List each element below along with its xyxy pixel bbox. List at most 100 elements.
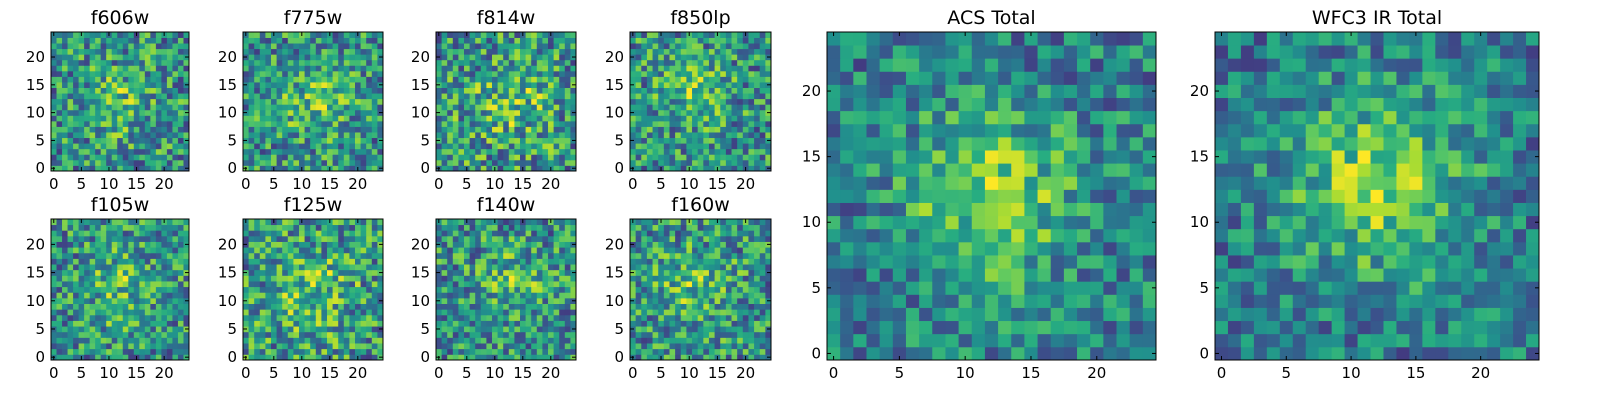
heatmap-cell	[106, 70, 113, 77]
heatmap-cell	[117, 247, 124, 254]
heatmap-cell	[469, 235, 476, 242]
heatmap-cell	[321, 143, 328, 150]
heatmap-cell	[708, 48, 715, 55]
heatmap-cell	[95, 309, 102, 316]
heatmap-cell	[73, 37, 79, 44]
heatmap-cell	[536, 132, 543, 139]
heatmap-cell	[475, 331, 482, 338]
heatmap-cell	[332, 235, 339, 242]
heatmap-cell	[271, 154, 277, 161]
heatmap-cell	[458, 331, 465, 338]
heatmap-cell	[635, 275, 642, 282]
axes-frame	[629, 31, 772, 172]
heatmap-cell	[355, 326, 361, 333]
heatmap-cell	[172, 247, 179, 254]
heatmap-cell	[559, 281, 566, 288]
heatmap-cell	[531, 43, 538, 50]
heatmap-cell	[652, 32, 659, 38]
heatmap-cell	[271, 348, 277, 355]
heatmap-cell	[51, 314, 57, 321]
heatmap-cell	[117, 82, 124, 88]
heatmap-cell	[503, 343, 510, 350]
heatmap-cell	[150, 309, 157, 316]
heatmap-cell	[343, 104, 350, 111]
heatmap-cell	[84, 230, 91, 237]
heatmap-cell	[338, 230, 345, 237]
heatmap-cell	[641, 159, 648, 166]
heatmap-cell	[166, 337, 173, 344]
heatmap-cell	[458, 65, 465, 72]
heatmap-cell	[155, 43, 162, 50]
y-tick-label: 5	[35, 320, 45, 338]
heatmap-cell	[525, 281, 532, 288]
heatmap-cell	[759, 65, 766, 72]
heatmap-cell	[62, 37, 68, 44]
heatmap-cell	[635, 59, 642, 66]
heatmap-cell	[669, 93, 676, 100]
heatmap-cell	[754, 98, 761, 105]
heatmap-cell	[658, 348, 665, 355]
heatmap-cell	[243, 224, 249, 231]
heatmap-cell	[89, 143, 96, 150]
heatmap-cell	[765, 32, 772, 38]
heatmap-cell	[646, 115, 653, 122]
heatmap-cell	[703, 70, 710, 77]
heatmap-cell	[248, 59, 255, 66]
heatmap-cell	[117, 98, 124, 105]
heatmap-cell	[742, 126, 749, 133]
heatmap-cell	[492, 241, 498, 248]
heatmap-cell	[56, 252, 63, 259]
heatmap-cell	[492, 126, 498, 133]
heatmap-cell	[133, 137, 140, 144]
heatmap-cell	[287, 258, 294, 265]
heatmap-cell	[150, 354, 157, 361]
heatmap-cell	[754, 43, 761, 50]
heatmap-cell	[559, 54, 566, 61]
heatmap-cell	[658, 93, 665, 100]
heatmap-cell	[697, 93, 704, 100]
heatmap-cell	[265, 230, 272, 237]
heatmap-cell	[122, 219, 129, 226]
heatmap-cell	[497, 65, 504, 72]
heatmap-cell	[559, 104, 566, 111]
heatmap-cell	[166, 303, 173, 310]
heatmap-cell	[680, 297, 687, 304]
heatmap-cell	[287, 326, 294, 333]
heatmap-cell	[343, 148, 350, 155]
heatmap-cell	[371, 275, 378, 282]
heatmap-cell	[658, 281, 665, 288]
heatmap-cell	[658, 343, 665, 350]
heatmap-cell	[542, 104, 549, 111]
x-tick-label: 15	[127, 364, 146, 382]
y-tick-label: 0	[614, 159, 624, 177]
heatmap-cell	[559, 109, 566, 116]
heatmap-cell	[343, 120, 350, 127]
heatmap-cell	[371, 224, 378, 231]
heatmap-cell	[480, 87, 487, 94]
heatmap-cell	[304, 281, 311, 288]
heatmap-cell	[293, 120, 300, 127]
heatmap-cell	[89, 241, 96, 248]
heatmap-cell	[117, 264, 124, 271]
heatmap-cell	[731, 132, 738, 139]
heatmap-cell	[742, 314, 749, 321]
heatmap-cell	[708, 297, 715, 304]
heatmap-cell	[525, 275, 532, 282]
heatmap-cell	[686, 104, 693, 111]
heatmap-cell	[315, 98, 322, 105]
heatmap-cell	[89, 281, 96, 288]
heatmap-cell	[366, 281, 373, 288]
heatmap-cell	[128, 32, 135, 38]
heatmap-cell	[304, 337, 311, 344]
heatmap-cell	[321, 76, 328, 83]
heatmap-cell	[366, 309, 373, 316]
heatmap-cell	[480, 165, 487, 172]
heatmap-cell	[564, 93, 571, 100]
heatmap-cell	[155, 224, 162, 231]
heatmap-cell	[321, 148, 328, 155]
heatmap-cell	[508, 241, 515, 248]
heatmap-cell	[542, 115, 549, 122]
heatmap-cell	[531, 70, 538, 77]
heatmap-cell	[366, 275, 373, 282]
heatmap-cell	[254, 98, 261, 105]
